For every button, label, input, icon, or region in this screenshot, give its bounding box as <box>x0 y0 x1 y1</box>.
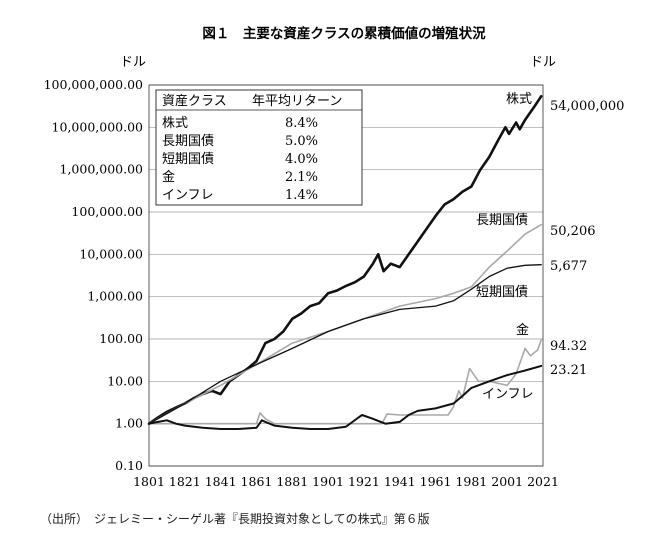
y-tick-labels: 0.10 1.00 10.00 100.00 1,000.00 10,000.00 100,… <box>44 77 143 473</box>
x-tick-label: 1841 <box>205 474 237 489</box>
x-tick-label: 1961 <box>420 474 452 489</box>
plot-frame <box>148 84 544 467</box>
series-line-3 <box>148 339 543 425</box>
legend-row-return: 4.0% <box>285 152 318 167</box>
legend-row-asset: 株式 <box>162 116 188 131</box>
legend-row-return: 1.4% <box>285 188 318 203</box>
y-tick-label: 10,000,000.00 <box>52 119 143 134</box>
y-unit-left: ドル <box>120 55 146 70</box>
legend-row-asset: 金 <box>162 169 175 185</box>
end-label-long-bonds: 50,206 <box>550 224 596 239</box>
y-tick-label: 1,000,000.00 <box>60 162 144 177</box>
y-tick-label: 10,000.00 <box>79 246 143 261</box>
y-tick-label: 0.10 <box>115 458 143 473</box>
legend-row-return: 2.1% <box>285 170 318 185</box>
legend-header-return: 年平均リターン <box>252 94 342 109</box>
y-tick-label: 100,000,000.00 <box>44 77 143 92</box>
end-label-inflation: 23.21 <box>550 363 587 378</box>
end-label-stocks: 54,000,000 <box>550 99 624 114</box>
y-tick-label: 10.00 <box>107 373 143 388</box>
legend-row-asset: 長期国債 <box>162 134 214 149</box>
legend-row-asset: 短期国債 <box>162 152 214 167</box>
x-tick-label: 1821 <box>169 474 201 489</box>
series-line-0 <box>147 95 543 426</box>
y-tick-label: 100.00 <box>99 331 143 346</box>
x-tick-label: 1901 <box>312 474 344 489</box>
y-tick-label: 1.00 <box>115 416 143 431</box>
end-label-gold: 94.32 <box>550 339 587 354</box>
series-line-1 <box>148 223 543 425</box>
series-lines <box>147 95 543 430</box>
x-tick-label: 1921 <box>348 474 380 489</box>
annotation-gold: 金 <box>516 322 529 338</box>
series-line-2 <box>148 264 542 425</box>
x-tick-label: 2001 <box>491 474 523 489</box>
annotation-inflation: インフレ <box>482 387 534 402</box>
legend-table: 資産クラス 年平均リターン 株式 8.4% 長期国債 5.0% 短期国債 4.0… <box>155 89 363 206</box>
source-note: （出所） ジェレミー・シーゲル著『長期投資対象としての株式』第６版 <box>40 512 430 526</box>
end-label-short-bills: 5,677 <box>550 259 587 274</box>
y-tick-label: 1,000.00 <box>87 289 143 304</box>
x-tick-label: 1801 <box>133 474 165 489</box>
x-tick-label: 2021 <box>527 474 559 489</box>
legend-row-asset: インフレ <box>162 188 214 203</box>
annotation-long-bonds: 長期国債 <box>476 213 528 228</box>
x-tick-labels: 1801 1821 1841 1861 1881 1901 1921 1941 1961 1981… <box>133 474 559 489</box>
annotation-stocks: 株式 <box>506 92 532 107</box>
legend-row-return: 5.0% <box>285 134 318 149</box>
x-tick-label: 1881 <box>276 474 308 489</box>
chart-title: 図１ 主要な資産クラスの累積価値の増殖状況 <box>202 25 486 42</box>
annotation-short-bills: 短期国債 <box>476 285 528 300</box>
series-line-4 <box>148 364 543 430</box>
legend-header-asset: 資産クラス <box>162 93 227 109</box>
x-tick-label: 1941 <box>384 474 416 489</box>
x-tick-label: 1861 <box>241 474 273 489</box>
legend-row-return: 8.4% <box>285 116 318 131</box>
x-tick-label: 1981 <box>455 474 487 489</box>
y-unit-right: ドル <box>530 55 556 70</box>
y-tick-label: 100,000.00 <box>71 204 143 219</box>
